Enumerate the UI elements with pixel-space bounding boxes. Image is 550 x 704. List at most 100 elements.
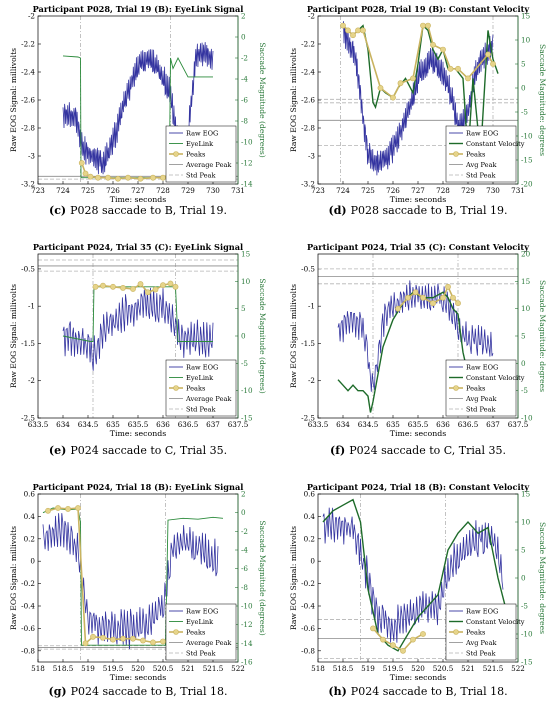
y2-axis-label: Saccade Magnitude (degrees) [258,42,267,157]
peak-point [345,27,351,34]
y2-tick-label: 5 [521,546,526,555]
peak-point [110,636,116,643]
legend: Raw EOG Constant Velocity Peaks Avg Peak Std… [445,603,525,661]
legend-label: Peaks [186,151,206,159]
x-tick-label: 728 [436,186,450,195]
y-tick-label: -2.2 [21,40,35,49]
peak-point [410,636,416,643]
peak-point [360,27,366,34]
legend-label: Constant Velocity [466,618,525,626]
legend: Raw EOG Constant Velocity Peaks Avg Peak Std… [445,359,525,417]
legend-label: Constant Velocity [466,140,525,148]
legend-label: Peaks [466,629,486,637]
peak-point [125,174,131,181]
y-tick-label: -2.5 [301,414,315,423]
plot-content [38,254,238,418]
peak-point [420,22,426,29]
y2-tick-label: -10 [521,132,533,141]
peak-point [152,286,159,293]
y2-tick-label: 0 [521,84,526,93]
peak-point [485,51,491,58]
x-tick-label: 730 [486,186,500,195]
peak-point [130,286,136,292]
peak-point [100,282,106,289]
peak-point [390,94,396,101]
y-tick-label: -2 [308,12,315,21]
caption-text: P024 saccade to B, Trial 18. [71,685,228,698]
y2-tick-label: 0 [241,508,246,517]
y-tick-label: 0.6 [304,490,316,499]
caption-letter: (c) [49,204,66,217]
peak-point [350,32,356,39]
peak-point [355,27,361,34]
x-axis-label: Time: seconds [110,429,167,438]
legend-label: Avg Peak [465,395,498,403]
raw-eog-series [62,287,214,371]
legend: Raw EOG EyeLink Peaks Average Peak Std Peak [165,359,237,417]
peak-point [340,22,346,29]
peak-point [75,505,81,511]
legend-label: Std Peak [186,172,216,180]
y-tick-label: 0.6 [24,490,36,499]
caption-text: P024 saccade to B, Trial 18. [351,685,508,698]
y-tick-label: -0.2 [21,579,35,588]
peak-point [420,631,426,637]
x-tick-label: 731 [511,186,525,195]
y-tick-label: 0 [310,557,315,566]
y-axis-label: Raw EOG Signal: millivolts [289,526,298,630]
peak-point [380,636,386,643]
x-tick-label: 635.5 [128,420,149,429]
x-tick-label: 518.5 [333,664,354,673]
y2-axis-label: Saccade Magnitude (degrees) [258,520,267,635]
peak-point [150,174,156,181]
peak-point [397,80,404,87]
x-tick-label: 520.5 [433,664,454,673]
peak-point [78,160,85,166]
x-tick-label: 634 [336,420,350,429]
caption-text: P024 saccade to C, Trial 35. [70,444,227,457]
figure-caption: (f) P024 saccade to C, Trial 35. [330,444,506,457]
y2-tick-label: 0 [521,359,526,368]
y-tick-label: -3.2 [21,180,35,189]
peak-point [395,305,401,312]
y2-tick-label: -15 [521,658,533,667]
legend: Raw EOG EyeLink Peaks Average Peak Std Peak [165,125,237,183]
legend-marker [453,151,459,157]
legend-label: Std Peak [466,650,496,658]
y2-tick-label: -5 [521,386,528,395]
caption-text: P028 saccade to B, Trial 19. [70,204,227,217]
legend-label: Std Peak [186,650,216,658]
legend-label: Peaks [186,385,206,393]
x-axis-label: Time: seconds [110,673,167,682]
y2-tick-label: -20 [521,180,533,189]
y-tick-label: 0 [30,557,35,566]
x-tick-label: 521.5 [203,664,224,673]
caption-letter: (g) [49,685,67,698]
y2-tick-label: -10 [241,386,253,395]
x-tick-label: 519.5 [103,664,124,673]
legend: Raw EOG EyeLink Peaks Average Peak Std Peak [165,603,237,661]
legend-label: Peaks [466,151,486,159]
y2-tick-label: 5 [241,304,246,313]
y-axis-label: Raw EOG Signal: millivolts [289,284,298,388]
peak-point [410,75,416,82]
x-tick-label: 635 [386,420,400,429]
peak-point [440,294,446,301]
x-tick-label: 518.5 [53,664,74,673]
y-tick-label: -0.6 [301,624,315,633]
peak-point [425,22,431,29]
y2-tick-label: -6 [241,96,248,105]
y-tick-label: 0.2 [304,534,315,543]
chart-title: Participant P024, Trial 35 (C): Constant… [307,242,529,252]
y-tick-label: -1.5 [21,339,35,348]
y-tick-label: -0.4 [301,602,315,611]
y2-tick-label: -6 [241,564,248,573]
peak-point [455,65,461,72]
x-tick-label: 729 [181,186,195,195]
peak-point [430,300,436,307]
x-tick-label: 636 [156,420,170,429]
x-axis-label: Time: seconds [390,195,447,204]
peak-point [140,637,146,644]
x-tick-label: 634 [56,420,70,429]
y2-tick-label: 0 [521,574,526,583]
